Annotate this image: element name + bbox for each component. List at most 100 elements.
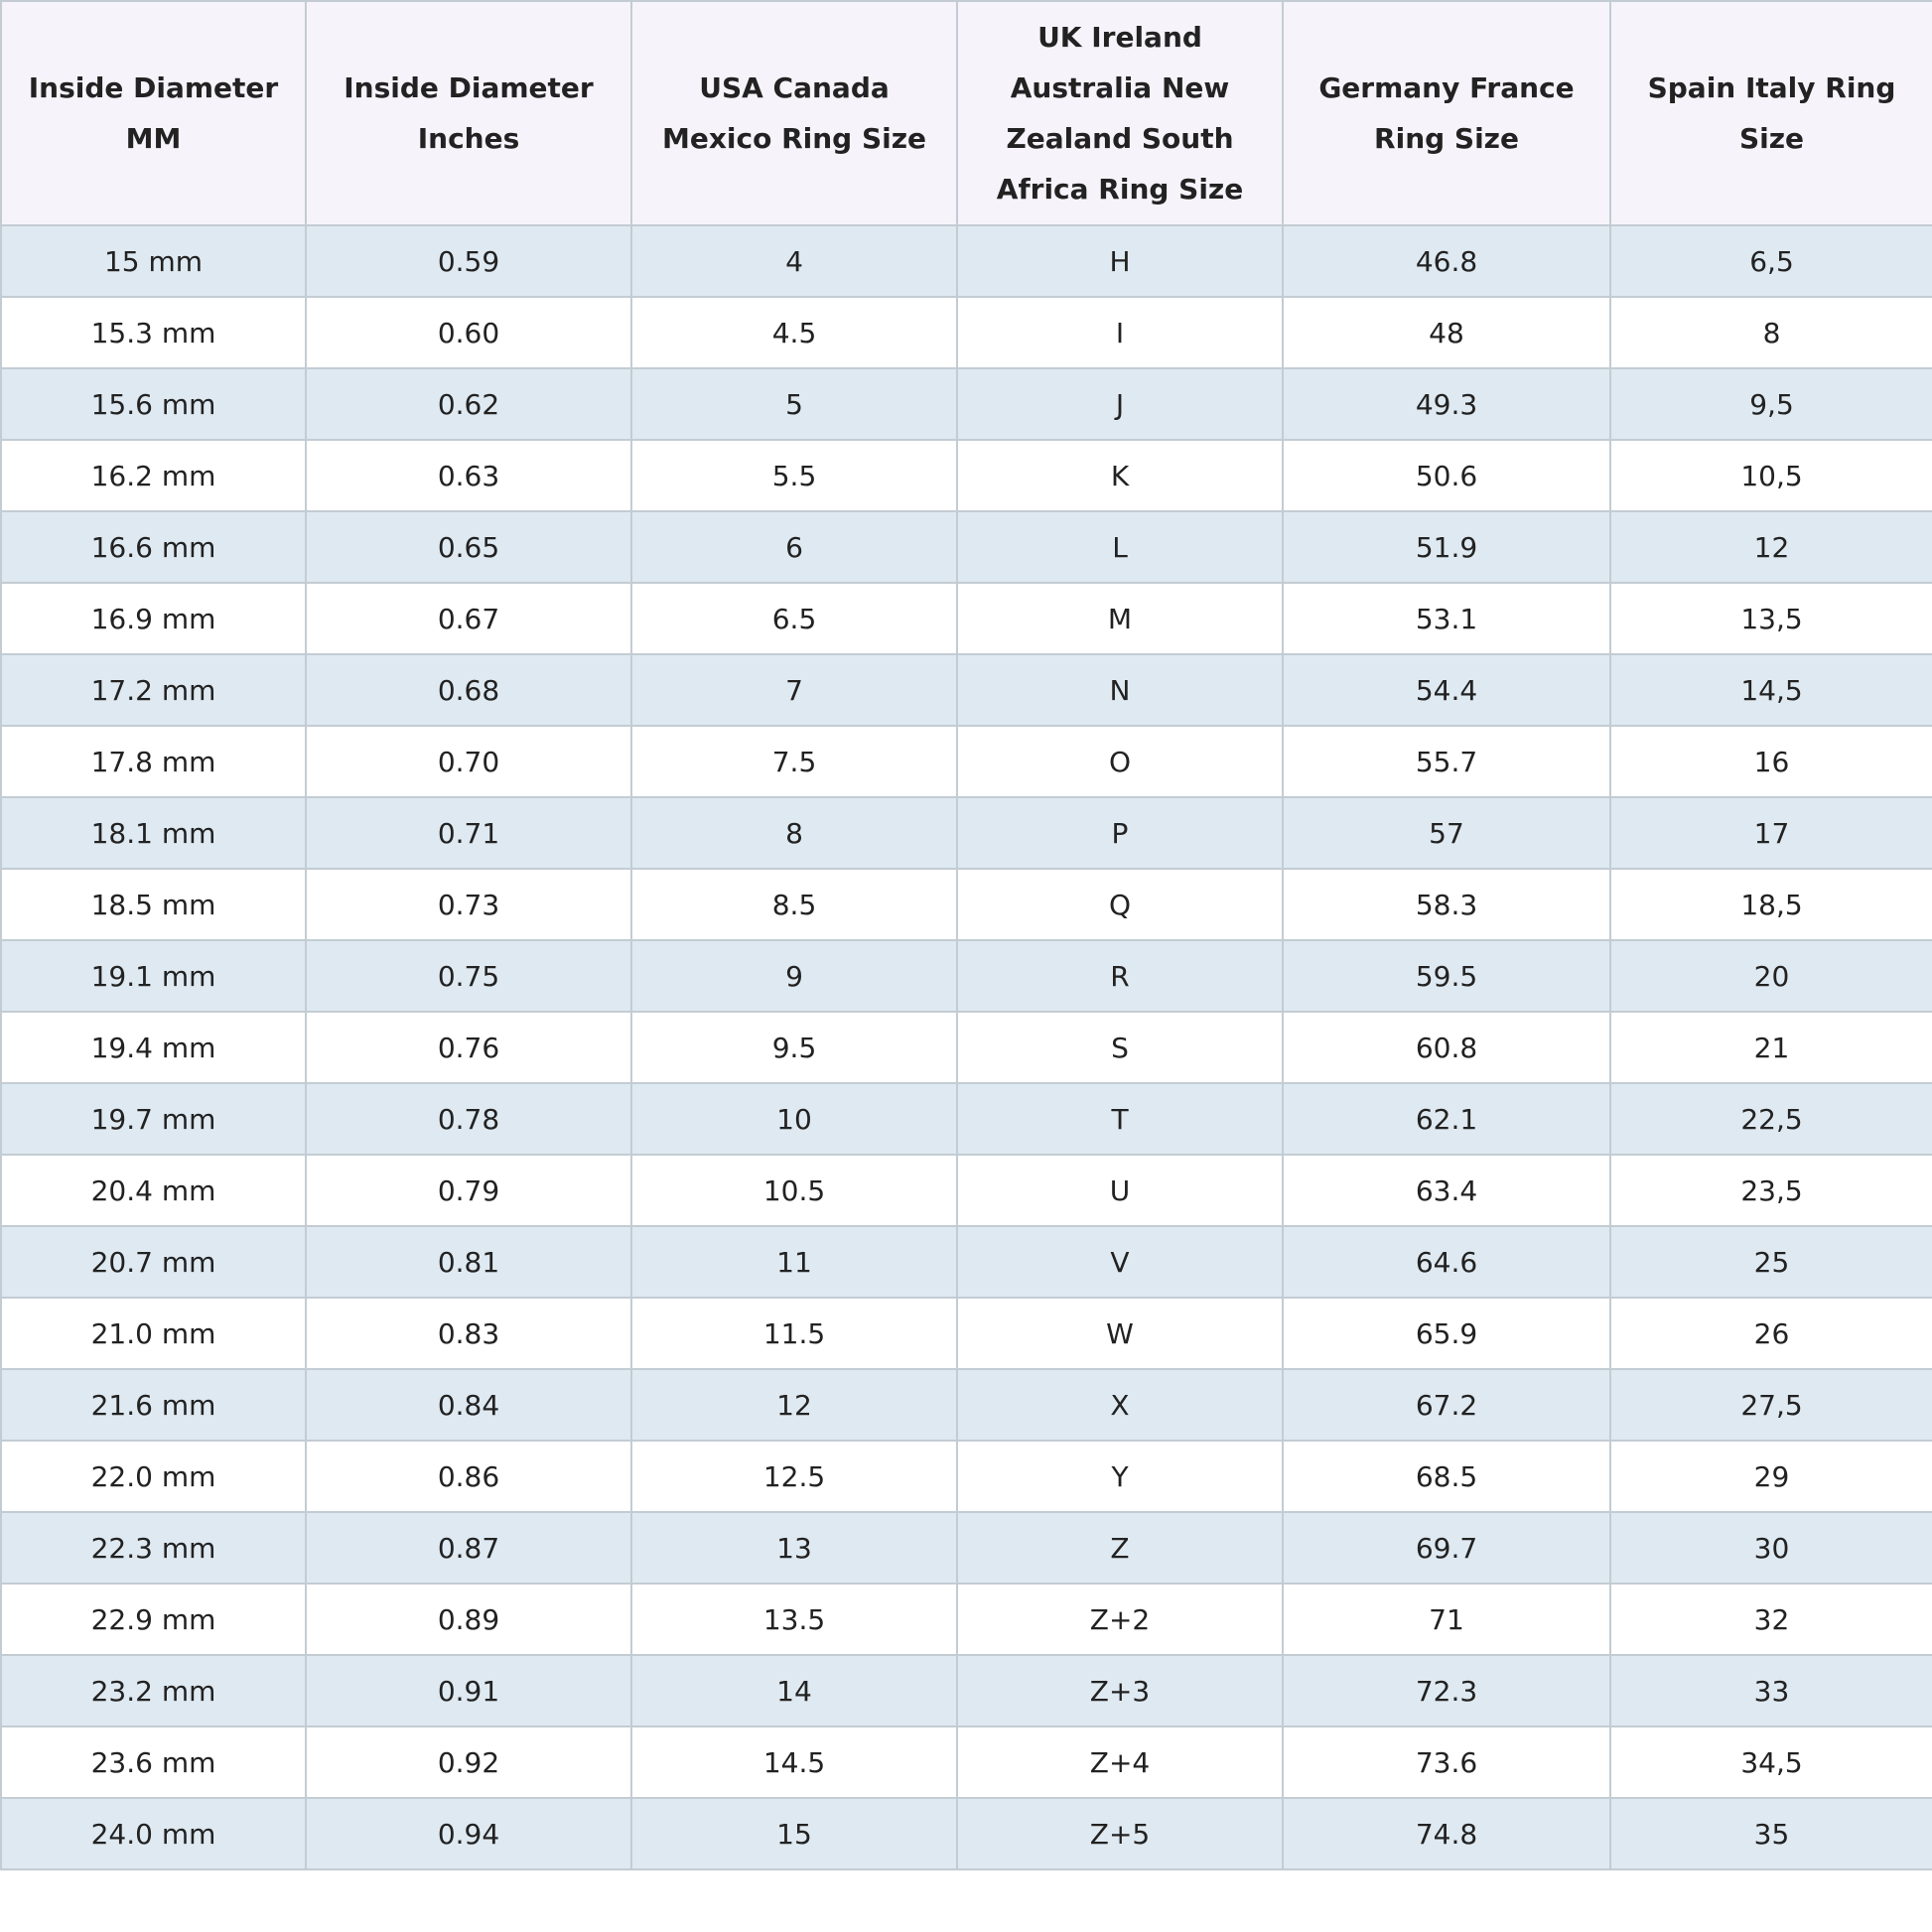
table-cell: 4 bbox=[630, 224, 958, 298]
table-cell: 5.5 bbox=[630, 439, 958, 512]
table-cell: 13 bbox=[630, 1511, 958, 1585]
table-row: 15.6 mm 0.62 5 J 49.3 9,5 bbox=[0, 367, 1932, 441]
table-cell: 0.60 bbox=[305, 296, 632, 369]
table-cell: 27,5 bbox=[1609, 1368, 1932, 1442]
table-cell: 65.9 bbox=[1282, 1297, 1611, 1370]
table-cell: 21 bbox=[1609, 1011, 1932, 1084]
header-cell: UK Ireland Australia New Zealand South A… bbox=[956, 0, 1284, 226]
table-row: 15 mm 0.59 4 H 46.8 6,5 bbox=[0, 224, 1932, 298]
table-cell: 4.5 bbox=[630, 296, 958, 369]
table-cell: 17.8 mm bbox=[0, 725, 307, 798]
table-cell: Q bbox=[956, 868, 1284, 941]
header-cell: Spain Italy Ring Size bbox=[1609, 0, 1932, 226]
table-cell: Z bbox=[956, 1511, 1284, 1585]
header-cell: Inside Diameter MM bbox=[0, 0, 307, 226]
table-cell: 10 bbox=[630, 1082, 958, 1156]
table-cell: 50.6 bbox=[1282, 439, 1611, 512]
table-row: 16.9 mm 0.67 6.5 M 53.1 13,5 bbox=[0, 582, 1932, 655]
table-row: 18.5 mm 0.73 8.5 Q 58.3 18,5 bbox=[0, 868, 1932, 941]
table-cell: 18.1 mm bbox=[0, 796, 307, 870]
table-cell: 26 bbox=[1609, 1297, 1932, 1370]
table-row: 15.3 mm 0.60 4.5 I 48 8 bbox=[0, 296, 1932, 369]
table-cell: 48 bbox=[1282, 296, 1611, 369]
table-cell: 22,5 bbox=[1609, 1082, 1932, 1156]
table-cell: 32 bbox=[1609, 1583, 1932, 1656]
header-row: Inside Diameter MM Inside Diameter Inches… bbox=[0, 0, 1932, 226]
table-row: 18.1 mm 0.71 8 P 57 17 bbox=[0, 796, 1932, 870]
table-cell: 24.0 mm bbox=[0, 1797, 307, 1870]
table-row: 23.6 mm 0.92 14.5 Z+4 73.6 34,5 bbox=[0, 1725, 1932, 1799]
table-cell: 12.5 bbox=[630, 1440, 958, 1513]
table-cell: 62.1 bbox=[1282, 1082, 1611, 1156]
table-cell: 63.4 bbox=[1282, 1154, 1611, 1227]
table-cell: 6,5 bbox=[1609, 224, 1932, 298]
table-cell: 0.81 bbox=[305, 1225, 632, 1299]
table-cell: 12 bbox=[1609, 510, 1932, 584]
table-cell: 20.4 mm bbox=[0, 1154, 307, 1227]
table-row: 17.2 mm 0.68 7 N 54.4 14,5 bbox=[0, 653, 1932, 727]
table-row: 22.9 mm 0.89 13.5 Z+2 71 32 bbox=[0, 1583, 1932, 1656]
table-cell: 17.2 mm bbox=[0, 653, 307, 727]
table-body: 15 mm 0.59 4 H 46.8 6,5 15.3 mm 0.60 4.5 I 48 8 15.6… bbox=[0, 224, 1932, 1870]
table-cell: 19.7 mm bbox=[0, 1082, 307, 1156]
table-cell: 0.73 bbox=[305, 868, 632, 941]
table-cell: 18,5 bbox=[1609, 868, 1932, 941]
table-cell: 0.65 bbox=[305, 510, 632, 584]
table-cell: R bbox=[956, 939, 1284, 1013]
table-cell: X bbox=[956, 1368, 1284, 1442]
table-row: 20.4 mm 0.79 10.5 U 63.4 23,5 bbox=[0, 1154, 1932, 1227]
table-cell: K bbox=[956, 439, 1284, 512]
table-cell: 0.84 bbox=[305, 1368, 632, 1442]
table-cell: 0.87 bbox=[305, 1511, 632, 1585]
table-cell: Z+2 bbox=[956, 1583, 1284, 1656]
table-cell: 64.6 bbox=[1282, 1225, 1611, 1299]
table-cell: 73.6 bbox=[1282, 1725, 1611, 1799]
table-cell: S bbox=[956, 1011, 1284, 1084]
table-cell: 69.7 bbox=[1282, 1511, 1611, 1585]
table-cell: 0.68 bbox=[305, 653, 632, 727]
table-cell: 22.0 mm bbox=[0, 1440, 307, 1513]
table-row: 22.3 mm 0.87 13 Z 69.7 30 bbox=[0, 1511, 1932, 1585]
table-cell: 0.71 bbox=[305, 796, 632, 870]
table-cell: 9.5 bbox=[630, 1011, 958, 1084]
table-cell: 0.86 bbox=[305, 1440, 632, 1513]
table-row: 24.0 mm 0.94 15 Z+5 74.8 35 bbox=[0, 1797, 1932, 1870]
table-cell: Y bbox=[956, 1440, 1284, 1513]
table-cell: 16.9 mm bbox=[0, 582, 307, 655]
table-row: 21.0 mm 0.83 11.5 W 65.9 26 bbox=[0, 1297, 1932, 1370]
table-header: Inside Diameter MM Inside Diameter Inches… bbox=[0, 0, 1932, 226]
table-cell: 0.67 bbox=[305, 582, 632, 655]
table-cell: 20.7 mm bbox=[0, 1225, 307, 1299]
table-cell: 15 bbox=[630, 1797, 958, 1870]
table-cell: 11.5 bbox=[630, 1297, 958, 1370]
table-cell: U bbox=[956, 1154, 1284, 1227]
table-cell: T bbox=[956, 1082, 1284, 1156]
table-cell: 7.5 bbox=[630, 725, 958, 798]
table-cell: 19.4 mm bbox=[0, 1011, 307, 1084]
header-cell: USA Canada Mexico Ring Size bbox=[630, 0, 958, 226]
table-cell: 46.8 bbox=[1282, 224, 1611, 298]
table-cell: 15 mm bbox=[0, 224, 307, 298]
table-cell: 0.78 bbox=[305, 1082, 632, 1156]
table-cell: 0.83 bbox=[305, 1297, 632, 1370]
table-cell: O bbox=[956, 725, 1284, 798]
table-cell: 16.2 mm bbox=[0, 439, 307, 512]
table-cell: 12 bbox=[630, 1368, 958, 1442]
table-cell: 59.5 bbox=[1282, 939, 1611, 1013]
header-cell: Inside Diameter Inches bbox=[305, 0, 632, 226]
table-cell: 22.3 mm bbox=[0, 1511, 307, 1585]
table-cell: 23.2 mm bbox=[0, 1654, 307, 1727]
table-cell: 60.8 bbox=[1282, 1011, 1611, 1084]
table-cell: 53.1 bbox=[1282, 582, 1611, 655]
table-cell: 16 bbox=[1609, 725, 1932, 798]
table-cell: 33 bbox=[1609, 1654, 1932, 1727]
table-cell: 21.0 mm bbox=[0, 1297, 307, 1370]
table-row: 19.1 mm 0.75 9 R 59.5 20 bbox=[0, 939, 1932, 1013]
table-cell: 14 bbox=[630, 1654, 958, 1727]
table-cell: 68.5 bbox=[1282, 1440, 1611, 1513]
table-row: 20.7 mm 0.81 11 V 64.6 25 bbox=[0, 1225, 1932, 1299]
table-row: 21.6 mm 0.84 12 X 67.2 27,5 bbox=[0, 1368, 1932, 1442]
table-cell: 0.63 bbox=[305, 439, 632, 512]
table-cell: 6 bbox=[630, 510, 958, 584]
table-row: 23.2 mm 0.91 14 Z+3 72.3 33 bbox=[0, 1654, 1932, 1727]
